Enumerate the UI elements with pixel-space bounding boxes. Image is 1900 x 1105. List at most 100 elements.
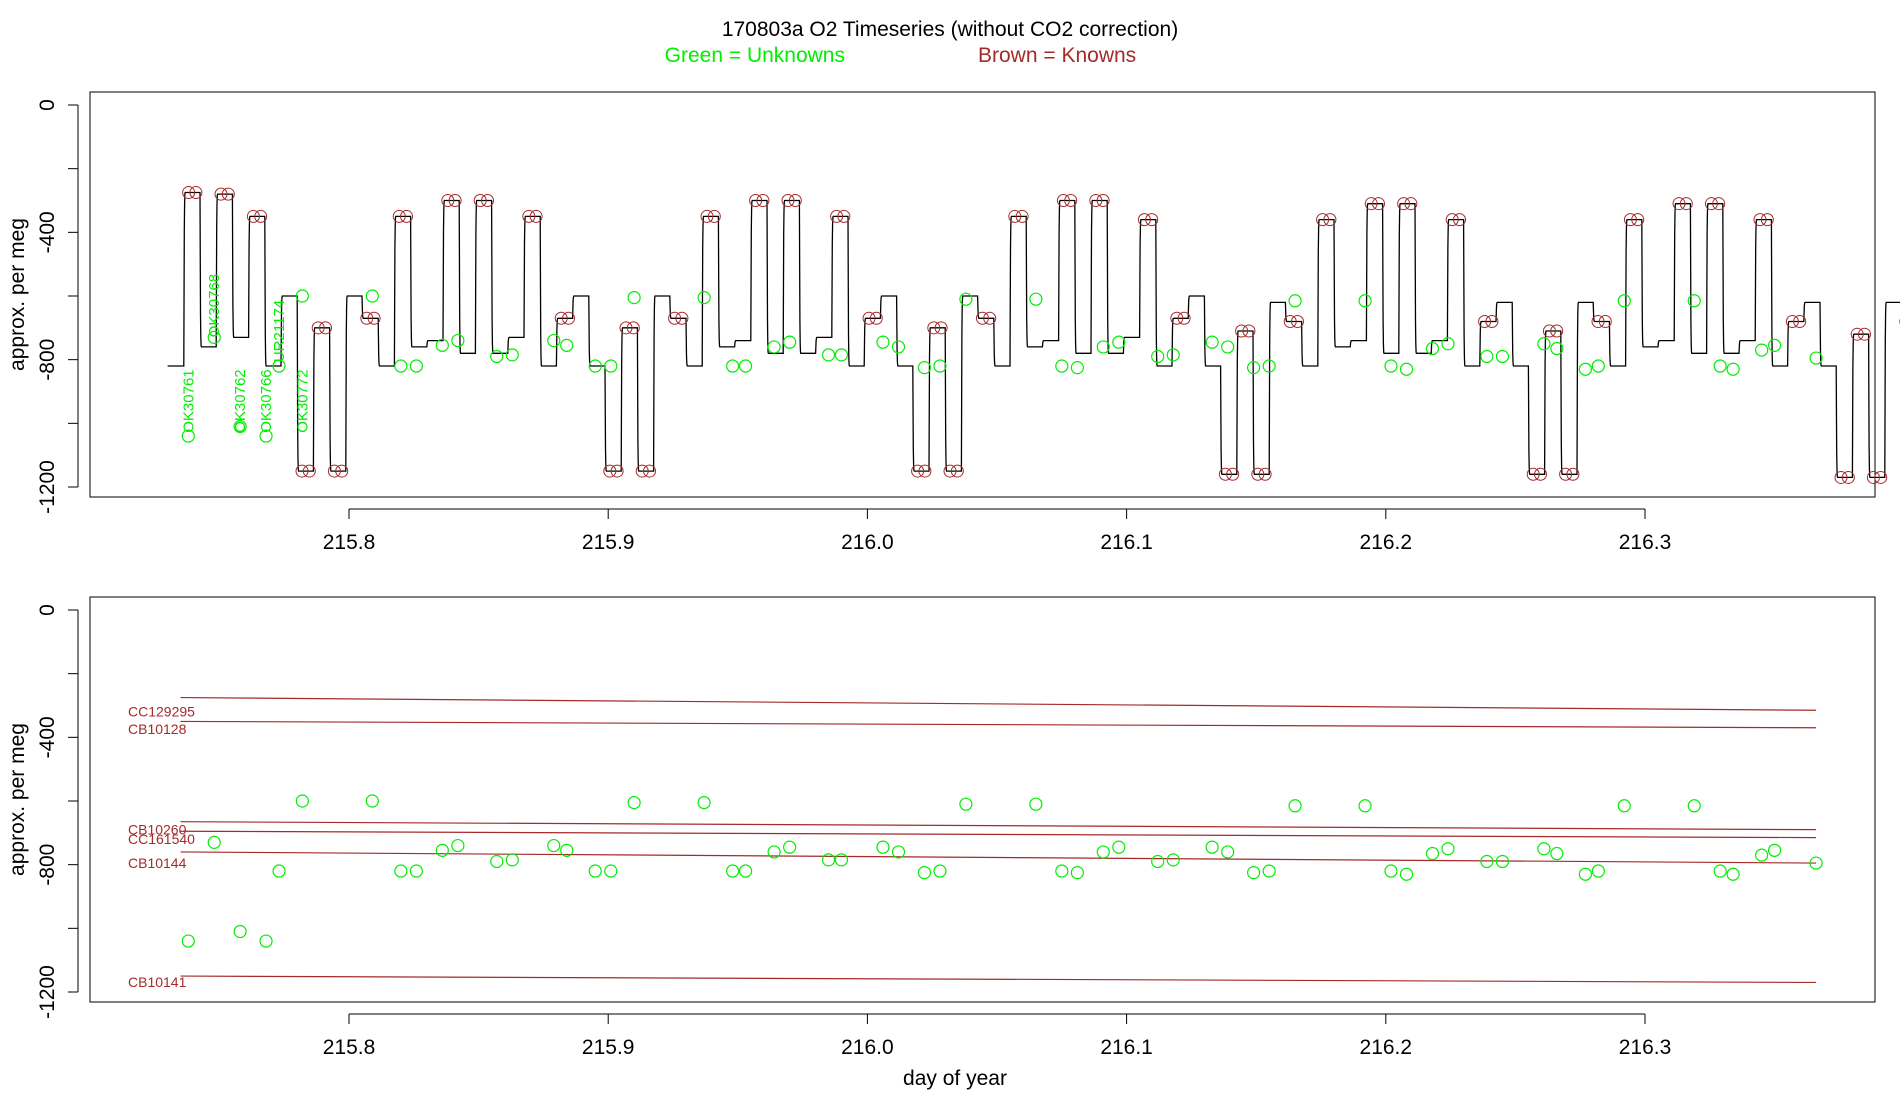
unknown-marker <box>1206 336 1218 348</box>
unknown-marker <box>273 865 285 877</box>
unknown-marker <box>1167 854 1179 866</box>
unknown-marker <box>835 349 847 361</box>
unknown-marker <box>296 795 308 807</box>
unknown-marker <box>918 362 930 374</box>
chart-title: 170803a O2 Timeseries (without CO2 corre… <box>722 18 1178 41</box>
unknown-marker <box>605 865 617 877</box>
unknown-label: UR21174 <box>271 300 288 362</box>
bottom-unknown-markers <box>182 795 1822 947</box>
standard-line <box>181 822 1817 830</box>
unknown-marker <box>698 797 710 809</box>
unknown-marker <box>1714 865 1726 877</box>
unknown-marker <box>410 360 422 372</box>
unknown-marker <box>1289 295 1301 307</box>
x-tick-label: 216.0 <box>841 1036 894 1059</box>
top-y-axis: 0-400-800-1200 <box>36 99 78 514</box>
legend-unknowns: Green = Unknowns <box>665 44 845 67</box>
standard-label: CB10144 <box>128 855 187 871</box>
standard-label: CB10128 <box>128 721 187 737</box>
unknown-marker <box>1113 336 1125 348</box>
standard-line <box>181 721 1817 727</box>
y-tick-label: -1200 <box>36 965 59 1019</box>
unknown-label: OK30762 <box>232 369 249 432</box>
unknown-marker <box>1727 868 1739 880</box>
unknown-marker <box>561 339 573 351</box>
unknown-marker <box>1401 363 1413 375</box>
unknown-marker <box>784 336 796 348</box>
unknown-marker <box>436 844 448 856</box>
unknown-marker <box>260 935 272 947</box>
unknown-marker <box>410 865 422 877</box>
unknown-marker <box>452 840 464 852</box>
unknown-label: OK30766 <box>258 369 275 432</box>
unknown-marker <box>960 798 972 810</box>
unknown-marker <box>1222 341 1234 353</box>
unknown-marker <box>1727 363 1739 375</box>
unknown-marker <box>1385 360 1397 372</box>
x-tick-label: 216.0 <box>841 531 894 554</box>
y-tick-label: -800 <box>36 339 59 381</box>
unknown-marker <box>1426 848 1438 860</box>
bottom-y-axis: 0-400-800-1200 <box>36 604 78 1019</box>
unknown-marker <box>768 341 780 353</box>
unknown-marker <box>1481 350 1493 362</box>
unknown-marker <box>877 841 889 853</box>
unknown-marker <box>934 865 946 877</box>
unknown-marker <box>960 293 972 305</box>
unknown-marker <box>698 292 710 304</box>
unknown-marker <box>1592 360 1604 372</box>
unknown-marker <box>740 865 752 877</box>
x-tick-label: 215.8 <box>323 1036 376 1059</box>
x-tick-label: 215.8 <box>323 531 376 554</box>
unknown-marker <box>893 341 905 353</box>
unknown-marker <box>506 854 518 866</box>
unknown-marker <box>234 926 246 938</box>
unknown-marker <box>1056 865 1068 877</box>
unknown-marker <box>491 350 503 362</box>
bottom-plot-frame <box>90 597 1875 1002</box>
y-tick-label: -1200 <box>36 460 59 514</box>
unknown-marker <box>1152 350 1164 362</box>
unknown-marker <box>1426 343 1438 355</box>
unknown-marker <box>1222 846 1234 858</box>
unknown-marker <box>366 290 378 302</box>
x-tick-label: 216.1 <box>1100 1036 1153 1059</box>
unknown-marker <box>934 360 946 372</box>
unknown-marker <box>296 290 308 302</box>
unknown-marker <box>1442 843 1454 855</box>
unknown-marker <box>740 360 752 372</box>
unknown-marker <box>395 865 407 877</box>
unknown-label: OK30768 <box>206 274 223 337</box>
unknown-marker <box>1289 800 1301 812</box>
unknown-marker <box>1152 855 1164 867</box>
unknown-marker <box>1385 865 1397 877</box>
unknown-marker <box>366 795 378 807</box>
unknown-marker <box>628 797 640 809</box>
x-tick-label: 215.9 <box>582 531 635 554</box>
unknown-marker <box>605 360 617 372</box>
unknown-marker <box>1714 360 1726 372</box>
unknown-marker <box>395 360 407 372</box>
x-tick-label: 216.1 <box>1100 531 1153 554</box>
x-tick-label: 216.3 <box>1619 531 1672 554</box>
unknown-marker <box>548 335 560 347</box>
standard-label: CC161540 <box>128 831 195 847</box>
y-tick-label: 0 <box>36 604 59 616</box>
unknown-marker <box>1113 841 1125 853</box>
standard-label: CB10141 <box>128 974 187 990</box>
unknown-marker <box>491 855 503 867</box>
x-tick-label: 216.2 <box>1360 1036 1413 1059</box>
unknown-marker <box>877 336 889 348</box>
unknown-marker <box>548 840 560 852</box>
unknown-marker <box>1056 360 1068 372</box>
unknown-marker <box>1359 295 1371 307</box>
unknown-marker <box>1618 800 1630 812</box>
bottom-y-axis-label: approx. per meg <box>6 723 29 876</box>
unknown-marker <box>1688 295 1700 307</box>
